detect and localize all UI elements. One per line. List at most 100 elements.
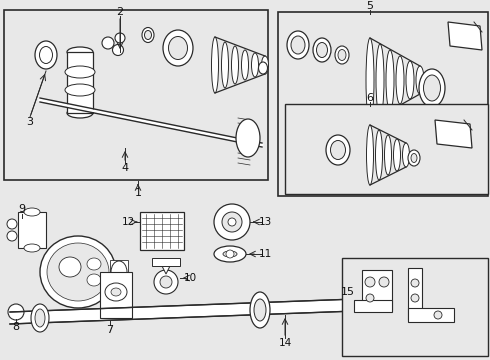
Circle shape xyxy=(7,219,17,229)
Circle shape xyxy=(154,270,178,294)
Ellipse shape xyxy=(330,140,345,159)
Ellipse shape xyxy=(408,150,420,166)
Ellipse shape xyxy=(145,31,151,40)
Bar xyxy=(18,212,46,248)
Circle shape xyxy=(411,294,419,302)
Circle shape xyxy=(434,311,442,319)
Ellipse shape xyxy=(326,135,350,165)
Ellipse shape xyxy=(231,46,239,84)
Bar xyxy=(408,268,422,320)
Ellipse shape xyxy=(416,66,424,94)
Text: 3: 3 xyxy=(26,117,33,127)
Ellipse shape xyxy=(169,36,188,59)
Text: 14: 14 xyxy=(278,338,292,348)
Ellipse shape xyxy=(212,37,219,93)
Ellipse shape xyxy=(31,304,49,332)
Text: 12: 12 xyxy=(122,217,135,227)
Polygon shape xyxy=(10,294,488,324)
Ellipse shape xyxy=(24,208,40,216)
Bar xyxy=(100,272,132,318)
Ellipse shape xyxy=(40,236,116,308)
Text: 4: 4 xyxy=(122,163,128,173)
Bar xyxy=(342,258,488,356)
Ellipse shape xyxy=(313,38,331,62)
Ellipse shape xyxy=(411,153,417,162)
Ellipse shape xyxy=(419,69,445,107)
Ellipse shape xyxy=(262,56,269,74)
Bar xyxy=(408,308,454,322)
Ellipse shape xyxy=(67,47,93,57)
Text: 9: 9 xyxy=(19,204,25,214)
Bar xyxy=(285,104,488,194)
Circle shape xyxy=(7,231,17,241)
Text: 8: 8 xyxy=(12,322,20,332)
Circle shape xyxy=(8,304,24,320)
Ellipse shape xyxy=(338,49,346,60)
Ellipse shape xyxy=(65,66,95,78)
Ellipse shape xyxy=(223,251,237,257)
Ellipse shape xyxy=(366,38,374,122)
Bar xyxy=(140,212,184,250)
Circle shape xyxy=(160,276,172,288)
Circle shape xyxy=(115,33,125,43)
Ellipse shape xyxy=(386,50,394,110)
Text: 6: 6 xyxy=(367,93,373,103)
Ellipse shape xyxy=(59,257,81,277)
Circle shape xyxy=(226,250,234,258)
Polygon shape xyxy=(161,264,171,274)
Polygon shape xyxy=(448,22,482,50)
Circle shape xyxy=(228,218,236,226)
Text: 5: 5 xyxy=(367,1,373,11)
Ellipse shape xyxy=(254,299,266,321)
Bar xyxy=(362,270,392,310)
Text: 15: 15 xyxy=(341,287,355,297)
Ellipse shape xyxy=(406,61,414,99)
Ellipse shape xyxy=(242,50,248,80)
Bar xyxy=(67,52,93,113)
Ellipse shape xyxy=(105,283,127,301)
Text: 1: 1 xyxy=(134,188,142,198)
Ellipse shape xyxy=(385,135,392,175)
Ellipse shape xyxy=(111,288,121,296)
Ellipse shape xyxy=(67,108,93,118)
Ellipse shape xyxy=(142,27,154,42)
Text: 13: 13 xyxy=(258,217,271,227)
Text: 11: 11 xyxy=(258,249,271,259)
Bar xyxy=(278,12,488,196)
Ellipse shape xyxy=(259,62,268,74)
Ellipse shape xyxy=(214,246,246,262)
Circle shape xyxy=(113,45,123,55)
Text: 10: 10 xyxy=(183,273,196,283)
Ellipse shape xyxy=(35,41,57,69)
Ellipse shape xyxy=(375,130,383,180)
Text: 7: 7 xyxy=(106,325,114,335)
Ellipse shape xyxy=(393,139,400,171)
Ellipse shape xyxy=(47,243,109,301)
Ellipse shape xyxy=(221,42,228,88)
Ellipse shape xyxy=(457,294,467,310)
Ellipse shape xyxy=(376,44,384,116)
Ellipse shape xyxy=(111,261,127,283)
Bar xyxy=(110,260,128,284)
Ellipse shape xyxy=(335,46,349,64)
Ellipse shape xyxy=(87,274,101,286)
Circle shape xyxy=(365,277,375,287)
Bar xyxy=(152,258,180,266)
Ellipse shape xyxy=(163,30,193,66)
Circle shape xyxy=(102,37,114,49)
Ellipse shape xyxy=(40,46,52,63)
Ellipse shape xyxy=(236,119,260,157)
Ellipse shape xyxy=(402,143,410,167)
Circle shape xyxy=(379,277,389,287)
Ellipse shape xyxy=(87,258,101,270)
Bar xyxy=(354,300,392,312)
Circle shape xyxy=(366,294,374,302)
Ellipse shape xyxy=(291,36,305,54)
Ellipse shape xyxy=(367,125,373,185)
Bar xyxy=(4,10,268,180)
Ellipse shape xyxy=(35,309,45,327)
Ellipse shape xyxy=(251,53,259,77)
Ellipse shape xyxy=(423,75,441,101)
Ellipse shape xyxy=(250,292,270,328)
Ellipse shape xyxy=(65,84,95,96)
